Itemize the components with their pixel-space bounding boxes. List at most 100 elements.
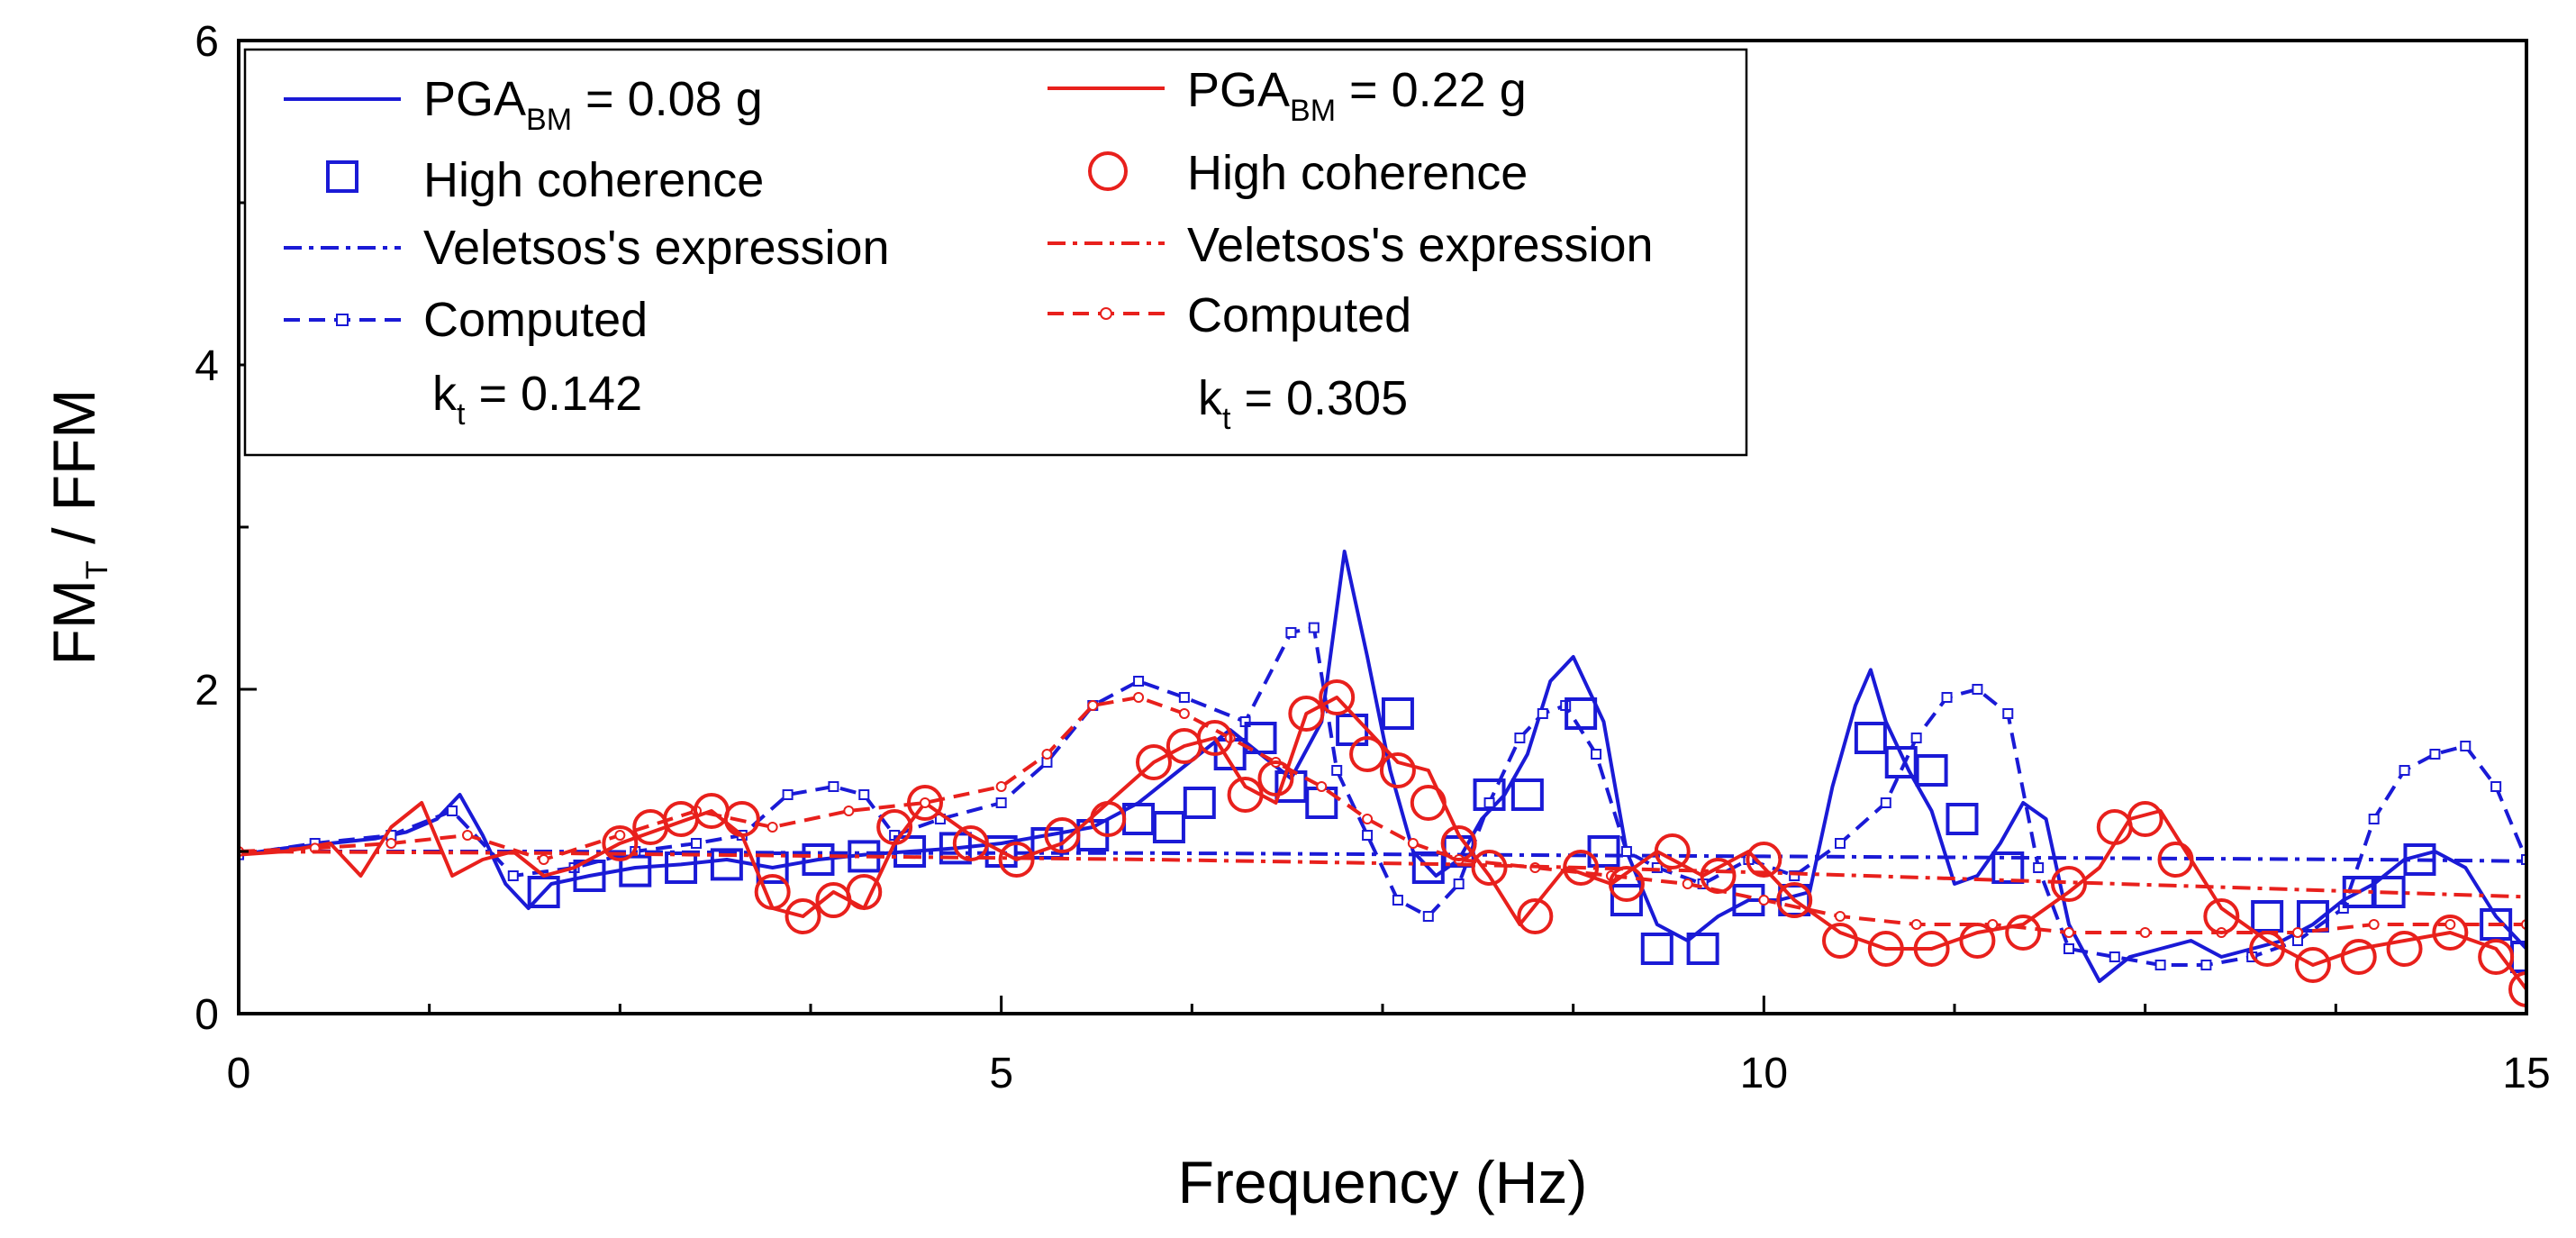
high-coherence-circle-marker — [1654, 833, 1691, 869]
high-coherence-circle-marker — [1517, 898, 1554, 934]
high-coherence-circle-marker — [1913, 931, 1950, 967]
computed-square-marker — [1422, 911, 1434, 922]
legend-blue-kt-label: kt = 0.142 — [432, 367, 642, 432]
x-tick-label: 10 — [1740, 1050, 1788, 1097]
computed-square-marker — [1591, 749, 1602, 760]
high-coherence-square-marker — [802, 843, 835, 876]
high-coherence-square-marker — [1183, 787, 1216, 819]
computed-square-marker — [2460, 741, 2472, 751]
high-coherence-circle-marker — [1349, 736, 1386, 772]
ticks-layer: 0 5 10 15 0 2 4 6 — [195, 18, 2550, 1097]
computed-square-marker — [1133, 676, 1145, 687]
high-coherence-circle-marker — [1090, 801, 1127, 837]
computed-square-marker — [2033, 862, 2045, 873]
computed-square-marker — [1362, 830, 1374, 841]
x-tick-label: 15 — [2502, 1050, 2550, 1097]
computed-circle-marker — [1178, 708, 1190, 719]
computed-circle-marker — [538, 854, 549, 865]
computed-circle-marker — [1087, 700, 1099, 711]
high-coherence-square-marker — [1946, 803, 1979, 835]
series-6-line — [239, 850, 2526, 899]
high-coherence-circle-marker — [2508, 971, 2526, 1007]
high-coherence-square-marker — [1473, 778, 1506, 811]
high-coherence-circle-marker — [602, 825, 639, 861]
computed-square-marker — [1880, 797, 1891, 808]
high-coherence-square-marker — [710, 848, 743, 881]
high-coherence-square-marker — [1244, 722, 1277, 754]
computed-square-marker — [1178, 692, 1190, 703]
computed-square-marker — [2109, 951, 2120, 962]
computed-circle-marker — [385, 838, 397, 849]
high-coherence-circle-marker — [2386, 931, 2423, 967]
computed-circle-marker — [1682, 878, 1693, 889]
high-coherence-square-marker — [1510, 778, 1544, 811]
y-axis-title-main: FM — [41, 579, 107, 665]
high-coherence-circle-marker — [1044, 817, 1081, 853]
computed-circle-marker — [1407, 838, 1419, 849]
legend-blue-main-suffix: = 0.08 g — [572, 72, 763, 126]
high-coherence-circle-marker — [2294, 947, 2331, 983]
legend-blue-high-coherence-label: High coherence — [423, 153, 764, 207]
computed-square-marker — [447, 806, 458, 816]
high-coherence-circle-marker — [1136, 744, 1172, 780]
computed-circle-marker — [2368, 919, 2380, 930]
computed-circle-marker — [462, 830, 473, 841]
legend-red-veletsos-label: Veletsos's expression — [1187, 218, 1654, 272]
computed-square-marker — [1941, 692, 1953, 703]
high-coherence-circle-marker — [1700, 858, 1737, 894]
computed-square-marker — [1789, 870, 1800, 881]
high-coherence-circle-marker — [2157, 842, 2194, 878]
legend-blue-high-coherence-swatch — [326, 160, 358, 193]
computed-square-marker — [1972, 684, 1983, 695]
computed-circle-marker — [1041, 749, 1053, 760]
high-coherence-circle-marker — [1746, 842, 1782, 878]
series-7 — [602, 679, 2526, 1007]
computed-circle-marker — [614, 830, 626, 841]
legend-red-kt-prefix: k — [1198, 371, 1223, 425]
legend-box — [243, 48, 1748, 457]
series-6 — [239, 850, 2526, 899]
legend-blue-kt-prefix: k — [432, 367, 458, 421]
high-coherence-circle-marker — [846, 874, 883, 910]
high-coherence-circle-marker — [2051, 866, 2087, 902]
computed-square-marker — [995, 797, 1007, 808]
computed-circle-marker — [1987, 919, 1999, 930]
high-coherence-circle-marker — [1959, 923, 1996, 959]
computed-circle-marker — [766, 822, 778, 833]
high-coherence-square-marker — [619, 854, 652, 888]
legend-red-high-coherence-label: High coherence — [1187, 146, 1528, 200]
high-coherence-square-marker — [893, 835, 927, 868]
computed-square-marker — [1308, 622, 1320, 633]
y-axis-title-rest: / FFM — [41, 389, 107, 561]
computed-square-marker — [1835, 838, 1846, 849]
high-coherence-circle-marker — [1440, 825, 1477, 861]
high-coherence-circle-marker — [2340, 939, 2377, 975]
computed-square-marker — [1285, 627, 1297, 638]
high-coherence-circle-marker — [907, 785, 943, 821]
series-layer — [239, 550, 2526, 1007]
computed-square-marker — [1331, 765, 1343, 776]
computed-square-marker — [1453, 878, 1465, 889]
high-coherence-circle-marker — [785, 898, 821, 934]
high-coherence-square-marker — [527, 876, 560, 908]
computed-square-marker — [1620, 846, 1632, 857]
legend-red-main-suffix: = 0.22 g — [1336, 63, 1527, 117]
high-coherence-square-marker — [2372, 876, 2406, 908]
computed-square-marker — [2064, 943, 2074, 954]
legend-blue-main-subscript: BM — [526, 103, 572, 137]
computed-square-marker — [1392, 895, 1403, 906]
x-axis-title: Frequency (Hz) — [1178, 1149, 1588, 1215]
high-coherence-square-marker — [1686, 933, 1719, 965]
high-coherence-circle-marker — [998, 842, 1035, 878]
legend-red-high-coherence-swatch — [1088, 151, 1128, 191]
high-coherence-circle-marker — [1867, 931, 1904, 967]
legend-red-computed-label: Computed — [1187, 288, 1411, 342]
legend-blue-main-label: PGABM = 0.08 g — [423, 72, 763, 137]
computed-square-marker — [1910, 733, 1922, 743]
high-coherence-square-marker — [1610, 884, 1643, 916]
computed-square-marker — [1514, 733, 1526, 743]
legend-red-kt-label: kt = 0.305 — [1198, 371, 1408, 436]
high-coherence-square-marker — [756, 851, 789, 884]
legend-blue-computed-label: Computed — [423, 293, 648, 347]
